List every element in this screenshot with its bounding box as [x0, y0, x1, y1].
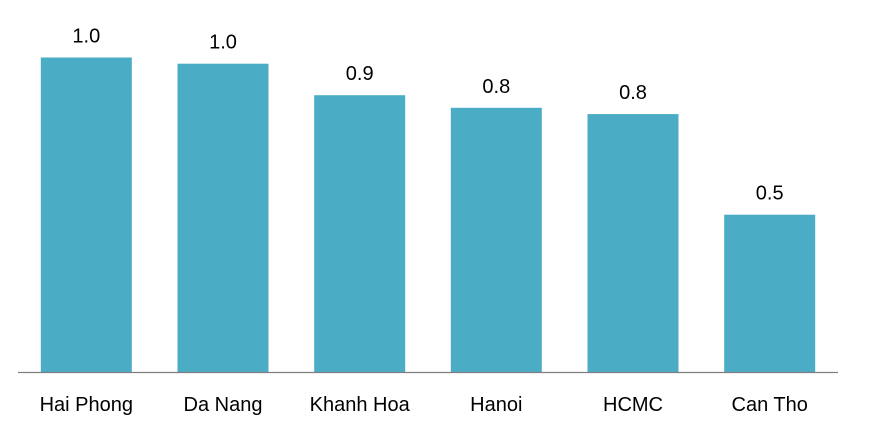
value-label-da-nang: 1.0 — [209, 32, 237, 54]
x-tick-label-khanh-hoa: Khanh Hoa — [310, 394, 411, 416]
x-tick-label-hcmc: HCMC — [603, 394, 663, 416]
value-labels-group: 1.0 1.0 0.9 0.8 0.8 0.5 — [72, 26, 783, 205]
x-tick-label-hanoi: Hanoi — [470, 394, 522, 416]
bar-khanh-hoa — [314, 95, 406, 372]
bar-hcmc — [587, 114, 679, 372]
x-tick-label-da-nang: Da Nang — [184, 394, 263, 416]
value-label-hanoi: 0.8 — [482, 76, 510, 98]
value-label-khanh-hoa: 0.9 — [346, 63, 374, 85]
value-label-hcmc: 0.8 — [619, 82, 647, 104]
value-label-can-tho: 0.5 — [756, 183, 784, 205]
x-tick-labels-group: Hai Phong Da Nang Khanh Hoa Hanoi HCMC Can Th… — [40, 394, 808, 416]
bar-da-nang — [177, 63, 269, 372]
bar-hanoi — [450, 107, 542, 373]
bar-can-tho — [724, 214, 816, 372]
bars-group — [40, 57, 816, 373]
x-tick-label-can-tho: Can Tho — [732, 394, 808, 416]
value-label-hai-phong: 1.0 — [72, 26, 100, 48]
x-tick-label-hai-phong: Hai Phong — [40, 394, 133, 416]
bar-hai-phong — [40, 57, 132, 372]
